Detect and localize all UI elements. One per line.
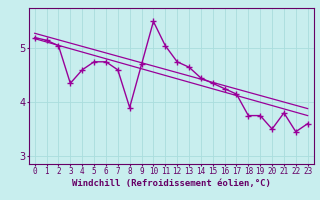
X-axis label: Windchill (Refroidissement éolien,°C): Windchill (Refroidissement éolien,°C) (72, 179, 271, 188)
